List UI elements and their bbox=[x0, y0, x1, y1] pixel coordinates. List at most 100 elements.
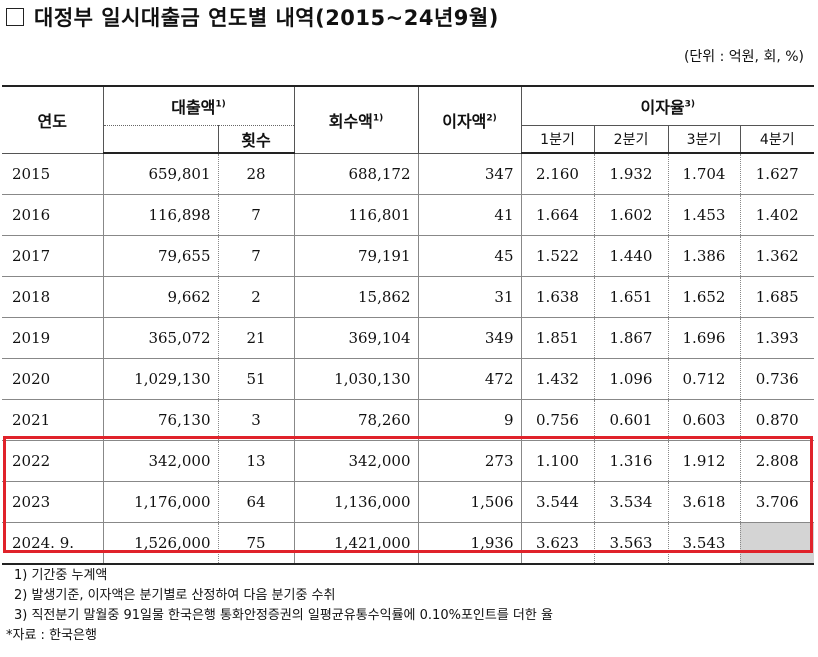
cell-interest: 349 bbox=[418, 317, 522, 359]
cell-repay: 1,030,130 bbox=[294, 358, 419, 400]
table-row: 2021 76,130 3 78,260 9 0.756 0.601 0.603 0.870 bbox=[2, 399, 814, 441]
cell-year: 2023 bbox=[2, 481, 104, 523]
footnote-1: 1) 기간중 누계액 bbox=[14, 568, 108, 583]
cell-loan: 76,130 bbox=[103, 399, 219, 441]
cell-loan: 1,526,000 bbox=[103, 522, 219, 565]
source-note: *자료 : 한국은행 bbox=[6, 628, 97, 643]
header-loan: 대출액1) bbox=[103, 86, 295, 126]
cell-q2: 1.602 bbox=[594, 194, 669, 236]
cell-year: 2020 bbox=[2, 358, 104, 400]
cell-loan: 1,176,000 bbox=[103, 481, 219, 523]
loan-table: 연도 대출액1) 회수액1) 이자액2) 이자율3) 횟수 1분기 2분기 3분… bbox=[2, 85, 814, 565]
header-q2: 2분기 bbox=[594, 125, 669, 154]
cell-repay: 1,421,000 bbox=[294, 522, 419, 565]
header-count: 횟수 bbox=[218, 125, 295, 154]
cell-repay: 79,191 bbox=[294, 235, 419, 277]
cell-interest: 9 bbox=[418, 399, 522, 441]
cell-loan: 365,072 bbox=[103, 317, 219, 359]
cell-repay: 369,104 bbox=[294, 317, 419, 359]
cell-q3: 1.386 bbox=[668, 235, 741, 277]
header-interest: 이자액2) bbox=[418, 86, 522, 154]
cell-year: 2019 bbox=[2, 317, 104, 359]
cell-repay: 688,172 bbox=[294, 153, 419, 195]
header-rate: 이자율3) bbox=[521, 86, 814, 126]
cell-q4: 1.685 bbox=[740, 276, 814, 318]
cell-q1: 0.756 bbox=[521, 399, 595, 441]
table-row: 2023 1,176,000 64 1,136,000 1,506 3.544 3.534 3… bbox=[2, 481, 814, 523]
cell-loan: 659,801 bbox=[103, 153, 219, 195]
cell-repay: 78,260 bbox=[294, 399, 419, 441]
cell-repay: 116,801 bbox=[294, 194, 419, 236]
cell-q1: 3.544 bbox=[521, 481, 595, 523]
table-row: 2019 365,072 21 369,104 349 1.851 1.867 1.696 1.… bbox=[2, 317, 814, 359]
header-repay: 회수액1) bbox=[294, 86, 419, 154]
table-row: 2022 342,000 13 342,000 273 1.100 1.316 1.912 2.… bbox=[2, 440, 814, 482]
cell-q3: 1.912 bbox=[668, 440, 741, 482]
header-q3: 3분기 bbox=[668, 125, 741, 154]
cell-interest: 273 bbox=[418, 440, 522, 482]
title-text: 대정부 일시대출금 연도별 내역(2015~24년9월) bbox=[34, 6, 499, 30]
cell-count: 3 bbox=[218, 399, 295, 441]
cell-interest: 31 bbox=[418, 276, 522, 318]
cell-q4: 3.706 bbox=[740, 481, 814, 523]
cell-count: 21 bbox=[218, 317, 295, 359]
page-title: 대정부 일시대출금 연도별 내역(2015~24년9월) bbox=[6, 2, 499, 32]
cell-loan: 116,898 bbox=[103, 194, 219, 236]
header-year: 연도 bbox=[2, 86, 104, 154]
cell-count: 2 bbox=[218, 276, 295, 318]
table-body: 2015 659,801 28 688,172 347 2.160 1.932 1.704 1.… bbox=[2, 153, 814, 565]
cell-loan: 79,655 bbox=[103, 235, 219, 277]
cell-q1: 1.432 bbox=[521, 358, 595, 400]
cell-q2: 1.096 bbox=[594, 358, 669, 400]
cell-interest: 1,936 bbox=[418, 522, 522, 565]
cell-q4: 1.362 bbox=[740, 235, 814, 277]
footnote-3: 3) 직전분기 말월중 91일물 한국은행 통화안정증권의 일평균유통수익률에 … bbox=[14, 608, 553, 623]
cell-count: 64 bbox=[218, 481, 295, 523]
cell-q2: 1.867 bbox=[594, 317, 669, 359]
cell-q3: 0.603 bbox=[668, 399, 741, 441]
cell-q2: 0.601 bbox=[594, 399, 669, 441]
cell-q1: 2.160 bbox=[521, 153, 595, 195]
cell-count: 28 bbox=[218, 153, 295, 195]
cell-q2: 1.651 bbox=[594, 276, 669, 318]
cell-interest: 45 bbox=[418, 235, 522, 277]
cell-q1: 1.664 bbox=[521, 194, 595, 236]
header-q1: 1분기 bbox=[521, 125, 595, 154]
table-row: 2024. 9. 1,526,000 75 1,421,000 1,936 3.623 3.… bbox=[2, 522, 814, 565]
cell-loan: 342,000 bbox=[103, 440, 219, 482]
cell-count: 75 bbox=[218, 522, 295, 565]
cell-q3: 0.712 bbox=[668, 358, 741, 400]
header-q4: 4분기 bbox=[740, 125, 814, 154]
cell-repay: 1,136,000 bbox=[294, 481, 419, 523]
cell-repay: 342,000 bbox=[294, 440, 419, 482]
cell-q3: 3.618 bbox=[668, 481, 741, 523]
cell-loan: 1,029,130 bbox=[103, 358, 219, 400]
unit-label: (단위 : 억원, 회, %) bbox=[683, 49, 804, 65]
cell-count: 7 bbox=[218, 194, 295, 236]
table-row: 2018 9,662 2 15,862 31 1.638 1.651 1.652 1.685 bbox=[2, 276, 814, 318]
table-row: 2020 1,029,130 51 1,030,130 472 1.432 1.096 0.7… bbox=[2, 358, 814, 400]
cell-q3: 1.453 bbox=[668, 194, 741, 236]
cell-q1: 1.100 bbox=[521, 440, 595, 482]
cell-year: 2016 bbox=[2, 194, 104, 236]
cell-year: 2022 bbox=[2, 440, 104, 482]
cell-q4: 0.870 bbox=[740, 399, 814, 441]
cell-q4: 1.402 bbox=[740, 194, 814, 236]
footnote-2: 2) 발생기준, 이자액은 분기별로 산정하여 다음 분기중 수취 bbox=[14, 588, 336, 603]
cell-q1: 3.623 bbox=[521, 522, 595, 565]
cell-year: 2017 bbox=[2, 235, 104, 277]
cell-count: 7 bbox=[218, 235, 295, 277]
cell-q2: 3.563 bbox=[594, 522, 669, 565]
cell-year: 2015 bbox=[2, 153, 104, 195]
cell-year: 2021 bbox=[2, 399, 104, 441]
cell-interest: 347 bbox=[418, 153, 522, 195]
cell-q4: 1.393 bbox=[740, 317, 814, 359]
cell-year: 2018 bbox=[2, 276, 104, 318]
cell-q3: 1.652 bbox=[668, 276, 741, 318]
cell-interest: 41 bbox=[418, 194, 522, 236]
cell-q1: 1.522 bbox=[521, 235, 595, 277]
cell-count: 51 bbox=[218, 358, 295, 400]
cell-loan: 9,662 bbox=[103, 276, 219, 318]
cell-interest: 1,506 bbox=[418, 481, 522, 523]
cell-interest: 472 bbox=[418, 358, 522, 400]
